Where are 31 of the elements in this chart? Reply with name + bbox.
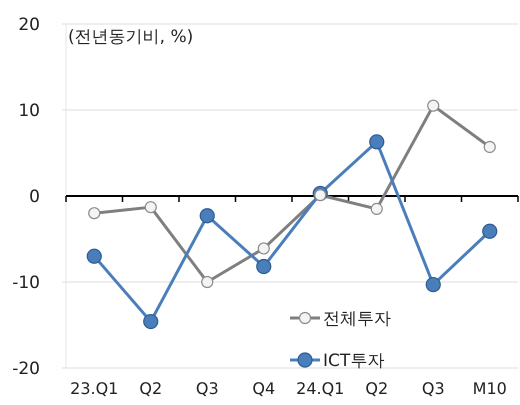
y-tick-label: 20 [18, 15, 40, 35]
point [426, 276, 441, 292]
point [256, 258, 272, 274]
point [482, 224, 498, 239]
legend-label: 전체투자 [323, 309, 391, 329]
x-tick-label: Q4 [252, 379, 276, 398]
point [143, 314, 158, 330]
y-tick-label: 0 [29, 187, 40, 207]
x-tick-label: 23.Q1 [70, 379, 118, 398]
point [369, 134, 384, 150]
x-tick-label: 24.Q1 [296, 379, 344, 398]
point [144, 201, 157, 214]
y-tick-label: -10 [12, 273, 40, 293]
point [88, 207, 100, 220]
chart-title: (전년동기비, %) [68, 27, 194, 47]
x-tick-label: Q3 [196, 379, 219, 398]
x-tick-label: Q2 [139, 379, 162, 398]
point [86, 248, 102, 264]
x-tick-label: Q3 [422, 379, 445, 398]
point [427, 100, 440, 112]
point [484, 140, 496, 154]
y-tick-label: -20 [12, 359, 40, 379]
y-tick-label: 10 [18, 101, 40, 121]
x-tick-label: Q2 [365, 379, 388, 398]
point [200, 208, 215, 224]
point [201, 276, 214, 288]
point [314, 189, 326, 202]
point [258, 242, 270, 255]
x-tick-label: M10 [472, 379, 507, 398]
legend-label: ICT투자 [323, 351, 384, 371]
point [370, 202, 383, 215]
